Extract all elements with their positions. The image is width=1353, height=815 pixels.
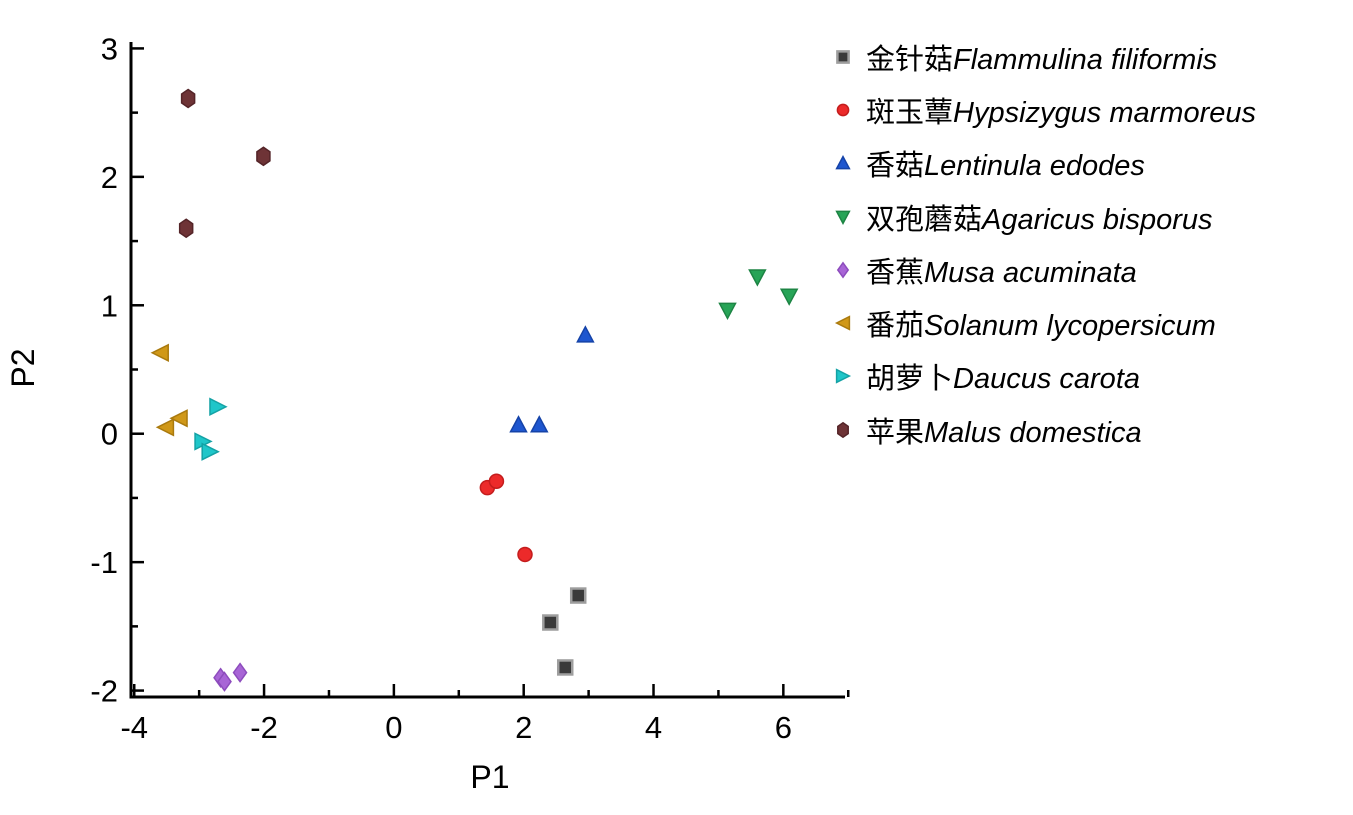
triangle-up-glyph [835, 155, 851, 170]
data-point-7-2 [178, 218, 194, 239]
triangle-up-marker-icon [835, 155, 851, 170]
legend-item-hypsizygus: 斑玉蕈Hypsizygus marmoreus [823, 83, 1256, 136]
legend: 金针菇Flammulina filiformis 斑玉蕈Hypsizygus m… [823, 30, 1256, 456]
legend-item-musa: 香蕉Musa acuminata [823, 243, 1256, 296]
triangle-down-marker-icon [835, 210, 851, 225]
data-point-3-0 [718, 302, 737, 321]
legend-label: 胡萝卜Daucus carota [866, 363, 1141, 396]
legend-label: 苹果Malus domestica [866, 416, 1142, 449]
triangle-down-glyph [835, 210, 851, 225]
x-tick-label: -4 [120, 710, 148, 745]
square-marker-icon [836, 49, 850, 64]
data-point-5-1 [169, 409, 188, 428]
data-point-7-1 [256, 146, 271, 167]
data-point-2-2 [576, 325, 595, 343]
data-point-0-1 [542, 614, 559, 631]
x-tick-label: 6 [775, 710, 792, 745]
triangle-left-glyph [834, 315, 851, 331]
x-tick-label: 0 [385, 710, 402, 745]
legend-label: 斑玉蕈Hypsizygus marmoreus [866, 96, 1256, 129]
legend-item-lentinula: 香菇Lentinula edodes [823, 137, 1256, 190]
data-point-1-1 [488, 473, 505, 489]
data-point-6-0 [209, 397, 228, 416]
legend-label: 金针菇Flammulina filiformis [866, 43, 1218, 76]
data-point-4-1 [217, 671, 232, 692]
legend-item-malus: 苹果Malus domestica [823, 403, 1256, 456]
data-point-0-0 [569, 587, 587, 604]
square-glyph [836, 49, 850, 64]
data-point-7-0 [180, 88, 196, 109]
data-point-1-2 [517, 546, 533, 563]
circle-marker-icon [836, 103, 850, 117]
legend-item-flammulina: 金针菇Flammulina filiformis [823, 30, 1256, 83]
legend-item-solanum: 番茄Solanum lycopersicum [823, 296, 1256, 349]
legend-label: 香菇Lentinula edodes [866, 150, 1145, 183]
axis-ticks [131, 47, 850, 697]
x-tick-label: 4 [645, 710, 662, 745]
y-tick-label: 3 [101, 31, 118, 66]
scatter-points [150, 88, 799, 692]
data-point-3-1 [748, 269, 767, 287]
axes [129, 42, 845, 699]
x-tick-label: 2 [515, 710, 532, 745]
legend-label: 双孢蘑菇Agaricus bisporus [866, 203, 1213, 236]
data-point-5-2 [155, 418, 175, 437]
legend-item-daucus: 胡萝卜Daucus carota [823, 350, 1256, 403]
hexagon-glyph [837, 421, 849, 438]
data-point-3-2 [779, 288, 799, 306]
y-tick-label: 2 [101, 160, 118, 195]
data-point-6-2 [201, 442, 220, 461]
diamond-glyph [836, 261, 850, 279]
triangle-right-glyph [835, 368, 852, 385]
triangle-right-marker-icon [835, 368, 852, 385]
diamond-marker-icon [836, 261, 850, 279]
y-axis-title: P2 [5, 348, 41, 387]
x-axis-title: P1 [470, 759, 509, 795]
data-point-4-2 [232, 662, 248, 683]
data-point-2-0 [509, 415, 528, 433]
y-tick-label: 0 [101, 417, 118, 452]
circle-glyph [836, 103, 850, 117]
legend-label: 番茄Solanum lycopersicum [866, 310, 1216, 343]
data-point-0-2 [556, 659, 574, 676]
data-point-2-1 [530, 415, 549, 433]
y-tick-label: -1 [90, 545, 118, 580]
y-tick-label: 1 [101, 288, 118, 323]
legend-item-agaricus: 双孢蘑菇Agaricus bisporus [823, 190, 1256, 243]
y-tick-label: -2 [90, 674, 118, 709]
triangle-left-marker-icon [834, 315, 851, 331]
x-tick-label: -2 [250, 710, 278, 745]
legend-label: 香蕉Musa acuminata [866, 256, 1137, 289]
data-point-5-0 [150, 343, 169, 363]
hexagon-marker-icon [837, 421, 849, 438]
